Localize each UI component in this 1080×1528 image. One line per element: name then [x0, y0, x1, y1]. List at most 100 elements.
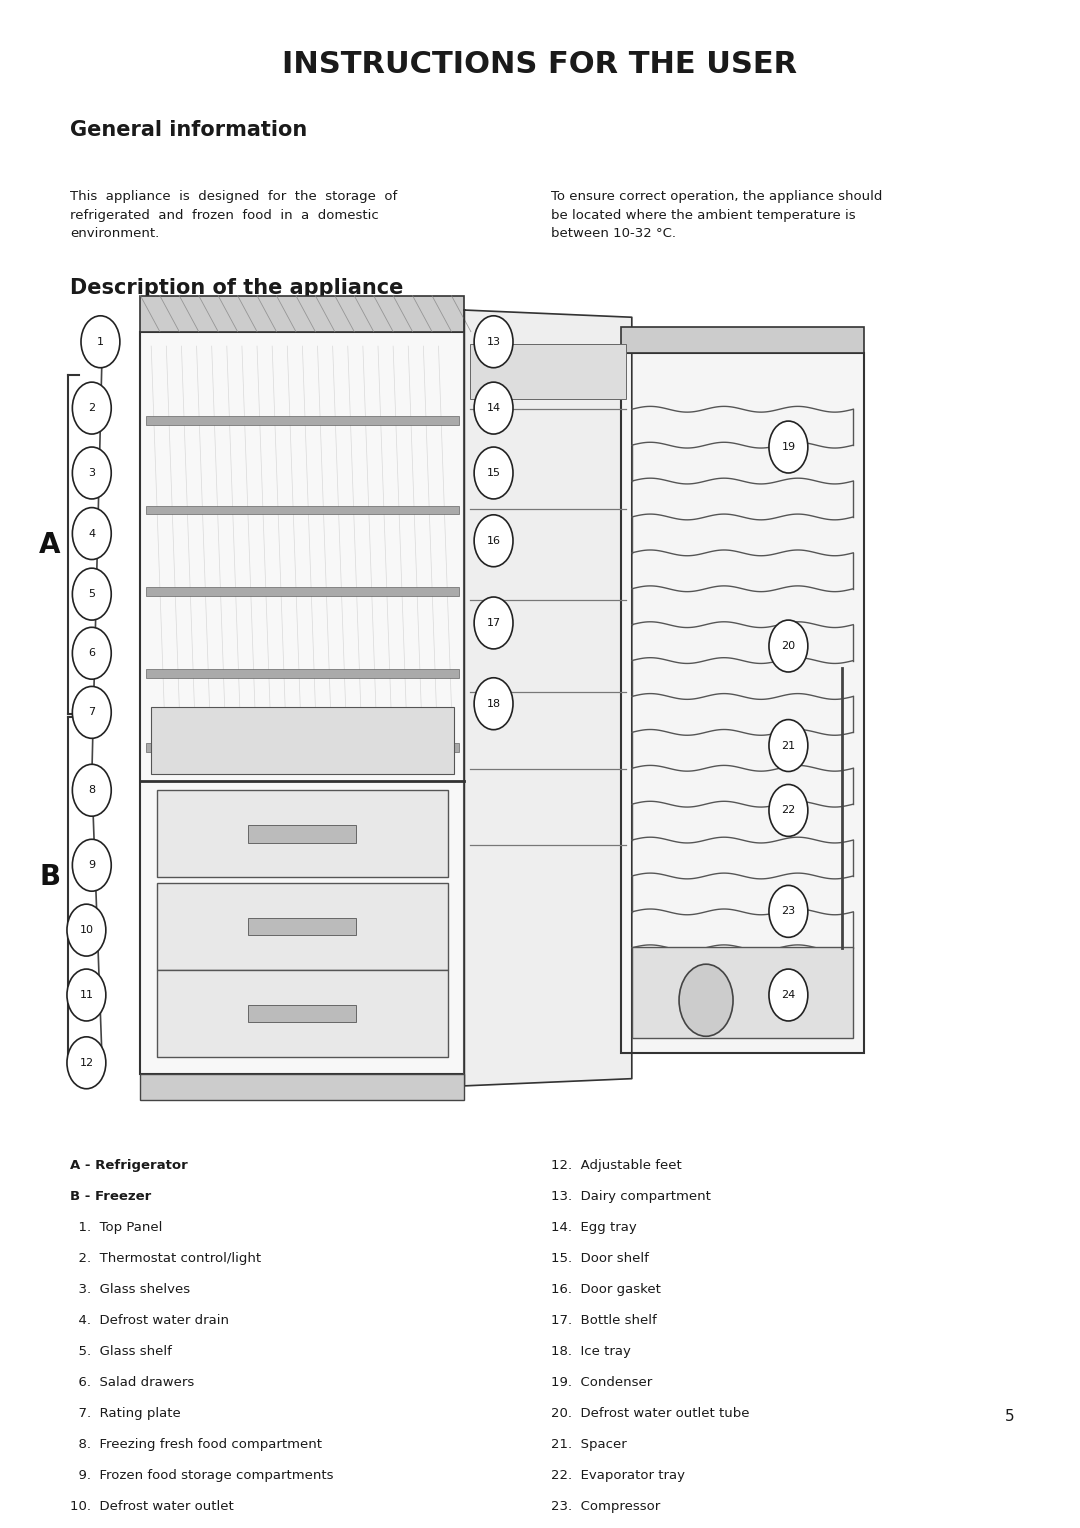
Circle shape [769, 784, 808, 836]
Text: 5.  Glass shelf: 5. Glass shelf [70, 1346, 172, 1358]
Circle shape [72, 507, 111, 559]
Text: 13: 13 [487, 336, 500, 347]
Text: 22: 22 [781, 805, 796, 816]
Text: B - Freezer: B - Freezer [70, 1190, 151, 1204]
Bar [157, 790, 448, 877]
Text: 3: 3 [89, 468, 95, 478]
Bar [140, 295, 464, 332]
Text: 9.  Frozen food storage compartments: 9. Frozen food storage compartments [70, 1470, 334, 1482]
Circle shape [679, 964, 733, 1036]
Text: 9: 9 [89, 860, 95, 871]
Bar [140, 1074, 464, 1100]
Polygon shape [464, 310, 632, 1086]
Bar [621, 327, 864, 353]
Text: 8.  Freezing fresh food compartment: 8. Freezing fresh food compartment [70, 1438, 322, 1452]
Bar [151, 707, 454, 773]
Text: 18: 18 [486, 698, 501, 709]
Text: 2.  Thermostat control/light: 2. Thermostat control/light [70, 1253, 261, 1265]
Text: A - Refrigerator: A - Refrigerator [70, 1160, 188, 1172]
Circle shape [474, 678, 513, 730]
Text: 8: 8 [89, 785, 95, 795]
Text: 5: 5 [89, 590, 95, 599]
Circle shape [72, 628, 111, 680]
Text: General information: General information [70, 119, 308, 139]
Text: 4: 4 [89, 529, 95, 538]
Text: 15: 15 [487, 468, 500, 478]
Bar [248, 1005, 356, 1022]
Circle shape [72, 382, 111, 434]
Circle shape [67, 969, 106, 1021]
Circle shape [474, 515, 513, 567]
Circle shape [81, 316, 120, 368]
Text: 6.  Salad drawers: 6. Salad drawers [70, 1377, 194, 1389]
Text: 19: 19 [781, 442, 796, 452]
Bar [470, 344, 626, 399]
Circle shape [72, 764, 111, 816]
Text: 12.  Adjustable feet: 12. Adjustable feet [551, 1160, 681, 1172]
Circle shape [67, 905, 106, 957]
Text: 23: 23 [781, 906, 796, 917]
Circle shape [474, 448, 513, 500]
Text: 7: 7 [89, 707, 95, 717]
Text: 11: 11 [80, 990, 93, 999]
Text: 5: 5 [1005, 1409, 1014, 1424]
Circle shape [474, 597, 513, 649]
Text: 14: 14 [486, 403, 501, 413]
Text: 23.  Compressor: 23. Compressor [551, 1500, 660, 1513]
Text: 24: 24 [781, 990, 796, 999]
Text: 10: 10 [80, 924, 93, 935]
Bar [632, 947, 853, 1039]
Text: 18.  Ice tray: 18. Ice tray [551, 1346, 631, 1358]
Bar [146, 743, 459, 752]
Circle shape [769, 620, 808, 672]
Text: 7.  Rating plate: 7. Rating plate [70, 1407, 181, 1421]
Circle shape [72, 568, 111, 620]
Text: To ensure correct operation, the appliance should
be located where the ambient t: To ensure correct operation, the applian… [551, 191, 882, 240]
Text: 1.  Top Panel: 1. Top Panel [70, 1221, 163, 1235]
Text: Description of the appliance: Description of the appliance [70, 278, 404, 298]
Text: 15.  Door shelf: 15. Door shelf [551, 1253, 649, 1265]
Circle shape [769, 422, 808, 474]
Bar [621, 353, 864, 1053]
Text: 12: 12 [79, 1057, 94, 1068]
Text: 1: 1 [97, 336, 104, 347]
Bar [140, 332, 464, 1074]
Text: 17.  Bottle shelf: 17. Bottle shelf [551, 1314, 657, 1328]
Bar [248, 918, 356, 935]
Text: 2: 2 [89, 403, 95, 413]
Circle shape [769, 969, 808, 1021]
Circle shape [72, 839, 111, 891]
Text: 19.  Condenser: 19. Condenser [551, 1377, 652, 1389]
Text: 17: 17 [486, 617, 501, 628]
Circle shape [67, 1038, 106, 1089]
Text: 3.  Glass shelves: 3. Glass shelves [70, 1284, 190, 1296]
Circle shape [769, 720, 808, 772]
Text: 16: 16 [487, 536, 500, 545]
Text: 20: 20 [781, 642, 796, 651]
Circle shape [474, 316, 513, 368]
Text: 13.  Dairy compartment: 13. Dairy compartment [551, 1190, 711, 1204]
Bar [146, 669, 459, 677]
Text: 16.  Door gasket: 16. Door gasket [551, 1284, 661, 1296]
Circle shape [769, 885, 808, 937]
Bar [146, 506, 459, 515]
Circle shape [474, 382, 513, 434]
Text: 14.  Egg tray: 14. Egg tray [551, 1221, 636, 1235]
Text: 20.  Defrost water outlet tube: 20. Defrost water outlet tube [551, 1407, 750, 1421]
Circle shape [72, 686, 111, 738]
Circle shape [72, 448, 111, 500]
Bar [146, 417, 459, 425]
Text: 10.  Defrost water outlet: 10. Defrost water outlet [70, 1500, 234, 1513]
Bar [157, 970, 448, 1057]
Text: 4.  Defrost water drain: 4. Defrost water drain [70, 1314, 229, 1328]
Text: INSTRUCTIONS FOR THE USER: INSTRUCTIONS FOR THE USER [283, 50, 797, 79]
Bar [146, 587, 459, 596]
Text: B: B [39, 863, 60, 891]
Text: 21.  Spacer: 21. Spacer [551, 1438, 626, 1452]
Text: 6: 6 [89, 648, 95, 659]
Text: A: A [39, 532, 60, 559]
Text: 21: 21 [781, 741, 796, 750]
Bar [157, 883, 448, 970]
Text: This  appliance  is  designed  for  the  storage  of
refrigerated  and  frozen  : This appliance is designed for the stora… [70, 191, 397, 240]
Bar [248, 825, 356, 842]
